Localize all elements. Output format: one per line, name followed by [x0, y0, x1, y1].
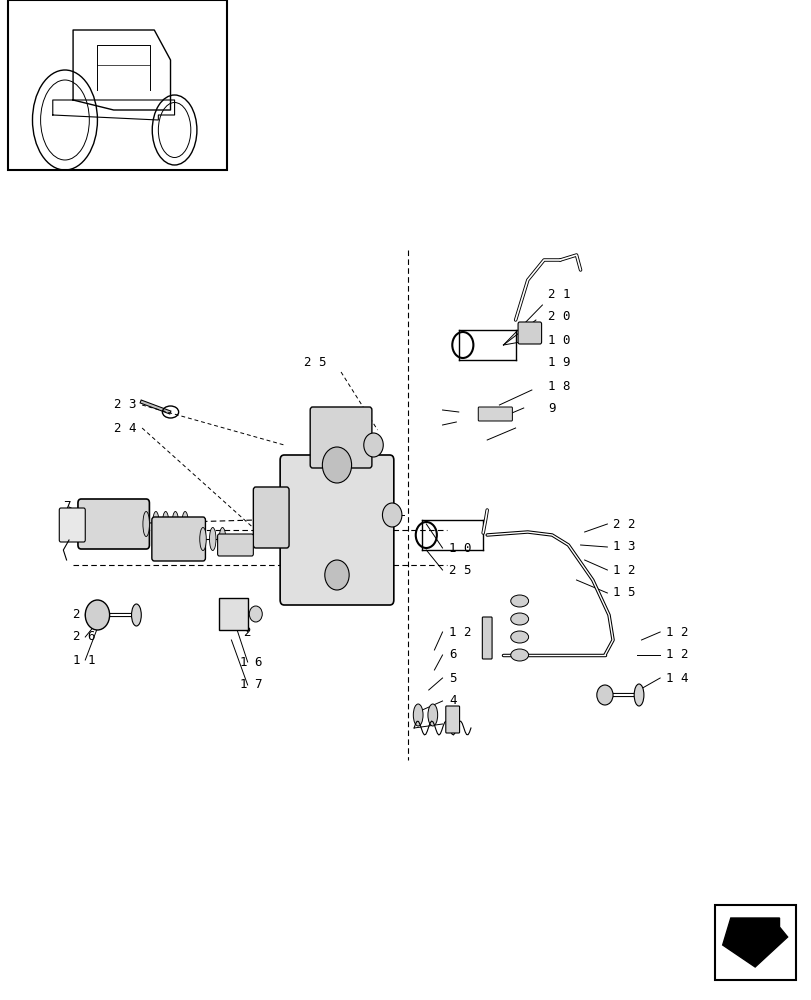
Text: 9: 9 — [547, 402, 555, 416]
FancyBboxPatch shape — [280, 455, 393, 605]
FancyBboxPatch shape — [78, 499, 149, 549]
Circle shape — [382, 503, 401, 527]
Text: 1 9: 1 9 — [547, 357, 570, 369]
Ellipse shape — [633, 684, 643, 706]
Circle shape — [249, 606, 262, 622]
FancyBboxPatch shape — [152, 517, 205, 561]
FancyBboxPatch shape — [59, 508, 85, 542]
Bar — [219, 598, 247, 630]
Text: 1 8: 1 8 — [547, 379, 570, 392]
Text: 1 7: 1 7 — [239, 678, 262, 692]
Ellipse shape — [427, 704, 437, 726]
Text: 1 6: 1 6 — [239, 656, 262, 668]
FancyBboxPatch shape — [253, 487, 289, 548]
Ellipse shape — [162, 511, 169, 536]
Ellipse shape — [510, 649, 528, 661]
FancyBboxPatch shape — [310, 407, 371, 468]
Text: 1 0: 1 0 — [448, 542, 471, 554]
Text: 2 0: 2 0 — [547, 310, 570, 324]
Text: 4: 4 — [448, 694, 456, 708]
Ellipse shape — [510, 613, 528, 625]
Text: 2 5: 2 5 — [448, 564, 471, 576]
Bar — [8, 0, 227, 170]
FancyBboxPatch shape — [482, 617, 491, 659]
Text: 2 6: 2 6 — [73, 631, 96, 644]
Text: 2 7: 2 7 — [73, 608, 96, 621]
Ellipse shape — [200, 528, 206, 550]
Ellipse shape — [152, 511, 159, 536]
Text: 6: 6 — [448, 648, 456, 662]
Text: 1 5: 1 5 — [612, 586, 635, 599]
Ellipse shape — [209, 528, 216, 550]
Text: 2 5: 2 5 — [304, 356, 327, 368]
Ellipse shape — [172, 511, 178, 536]
Text: 1 2: 1 2 — [665, 648, 688, 662]
Text: 3: 3 — [448, 718, 456, 730]
FancyBboxPatch shape — [478, 407, 512, 421]
Ellipse shape — [131, 604, 141, 626]
Ellipse shape — [143, 511, 149, 536]
Text: 2 3: 2 3 — [114, 398, 136, 412]
Text: 2 1: 2 1 — [547, 288, 570, 300]
Text: 1 4: 1 4 — [665, 672, 688, 684]
Text: 2: 2 — [243, 626, 251, 639]
Circle shape — [596, 685, 612, 705]
Circle shape — [324, 560, 349, 590]
Circle shape — [363, 433, 383, 457]
FancyBboxPatch shape — [445, 706, 459, 733]
Text: 2 2: 2 2 — [612, 518, 635, 530]
Text: 1 2: 1 2 — [665, 626, 688, 639]
Text: 1 2: 1 2 — [448, 626, 471, 639]
Circle shape — [322, 447, 351, 483]
Text: 1 0: 1 0 — [547, 334, 570, 347]
Text: 1 1: 1 1 — [73, 654, 96, 666]
Text: 2 4: 2 4 — [114, 422, 136, 434]
FancyBboxPatch shape — [217, 534, 253, 556]
Text: 5: 5 — [448, 672, 456, 684]
Text: 1 3: 1 3 — [612, 540, 635, 554]
Ellipse shape — [219, 528, 225, 550]
Ellipse shape — [413, 704, 423, 726]
Text: 8: 8 — [63, 524, 71, 536]
Bar — [714, 905, 795, 980]
Ellipse shape — [510, 595, 528, 607]
FancyBboxPatch shape — [517, 322, 541, 344]
Ellipse shape — [510, 631, 528, 643]
Circle shape — [85, 600, 109, 630]
Ellipse shape — [182, 511, 188, 536]
Polygon shape — [722, 918, 787, 967]
Text: 7: 7 — [63, 500, 71, 514]
Text: 1 2: 1 2 — [612, 564, 635, 576]
